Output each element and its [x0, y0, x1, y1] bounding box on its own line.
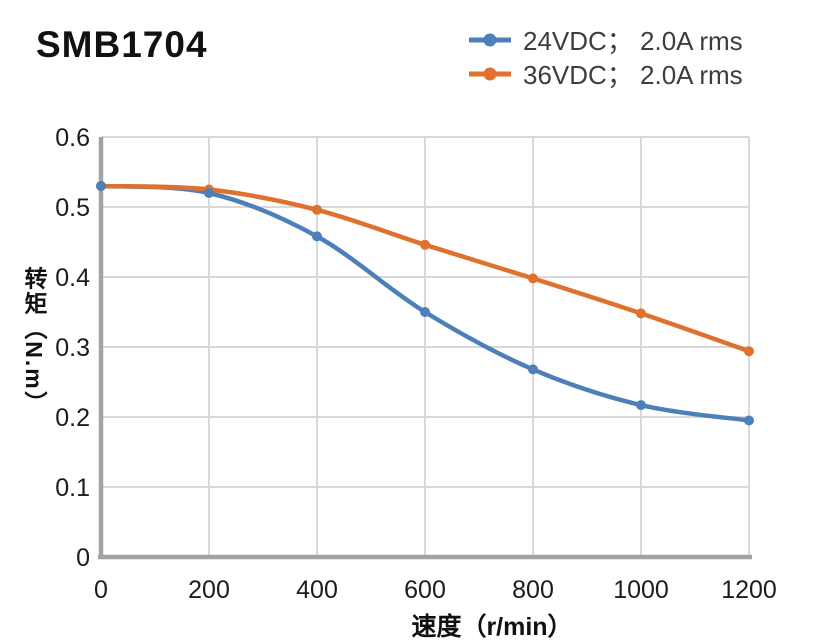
x-tick-label: 600	[404, 576, 446, 604]
y-tick-label: 0.4	[55, 264, 90, 292]
legend-item-24vdc: 24VDC； 2.0A rms	[467, 24, 743, 56]
data-point-marker	[420, 239, 430, 250]
legend-item-36vdc: 36VDC； 2.0A rms	[467, 58, 743, 90]
data-point-marker	[312, 231, 322, 242]
chart-title: SMB1704	[36, 24, 208, 65]
data-point-marker	[96, 181, 106, 191]
x-tick-label: 800	[512, 576, 554, 604]
data-point-marker	[420, 307, 430, 317]
y-tick-label: 0	[76, 544, 90, 572]
legend: 24VDC； 2.0A rms 36VDC； 2.0A rms	[467, 24, 743, 90]
data-point-marker	[312, 204, 322, 215]
y-tick-label: 0.5	[55, 194, 90, 222]
legend-label: 24VDC； 2.0A rms	[523, 26, 743, 56]
data-point-marker	[744, 346, 754, 357]
data-point-marker	[528, 273, 538, 284]
data-point-marker	[636, 308, 646, 319]
x-tick-label: 200	[188, 576, 230, 604]
data-point-marker	[636, 400, 646, 411]
y-axis-title: 转矩（N.m）	[21, 266, 47, 416]
legend-line-marker-icon	[469, 33, 511, 46]
x-tick-label: 400	[296, 576, 338, 604]
y-tick-label: 0.1	[55, 474, 90, 502]
data-point-marker	[204, 188, 214, 198]
legend-line-marker-icon	[469, 67, 511, 80]
x-tick-label: 1200	[721, 576, 777, 604]
data-point-marker	[744, 415, 754, 426]
data-point-marker	[528, 364, 538, 375]
x-axis-title: 速度（r/min）	[411, 613, 573, 640]
legend-label: 36VDC； 2.0A rms	[523, 60, 743, 90]
y-tick-label: 0.3	[55, 334, 90, 362]
y-tick-label: 0.2	[55, 404, 90, 432]
x-tick-label: 0	[94, 576, 108, 604]
y-tick-label: 0.6	[55, 124, 90, 152]
x-tick-label: 1000	[613, 576, 669, 604]
